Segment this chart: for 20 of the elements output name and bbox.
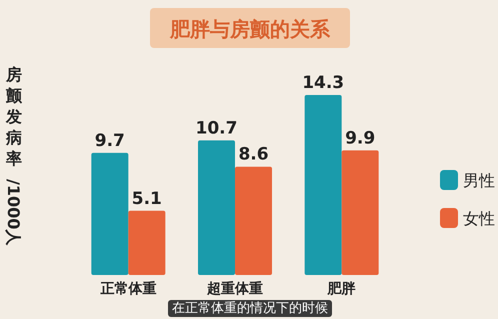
data-label: 14.3 xyxy=(302,73,344,93)
data-label: 10.7 xyxy=(196,118,238,138)
legend-label: 男性 xyxy=(463,171,495,190)
data-label: 9.7 xyxy=(94,130,125,151)
bar xyxy=(304,95,342,275)
text: 在正常体重的情况下的时候 xyxy=(172,301,328,316)
x-tick-label: 超重体重 xyxy=(206,281,263,297)
chart-title: 肥胖与房颤的关系 xyxy=(169,17,331,41)
x-tick-label: 肥胖 xyxy=(326,281,356,297)
data-label: 8.6 xyxy=(238,144,269,165)
x-tick-label: 正常体重 xyxy=(99,281,156,297)
data-label: 9.9 xyxy=(345,128,376,148)
bar xyxy=(235,166,272,275)
y-axis-title: 房颤发病率 /1000人 xyxy=(4,65,23,246)
legend-label: 女性 xyxy=(463,209,495,228)
bar xyxy=(128,210,166,275)
bar xyxy=(91,152,128,275)
bar xyxy=(198,140,235,275)
data-label: 5.1 xyxy=(132,188,162,209)
bar xyxy=(342,150,379,275)
